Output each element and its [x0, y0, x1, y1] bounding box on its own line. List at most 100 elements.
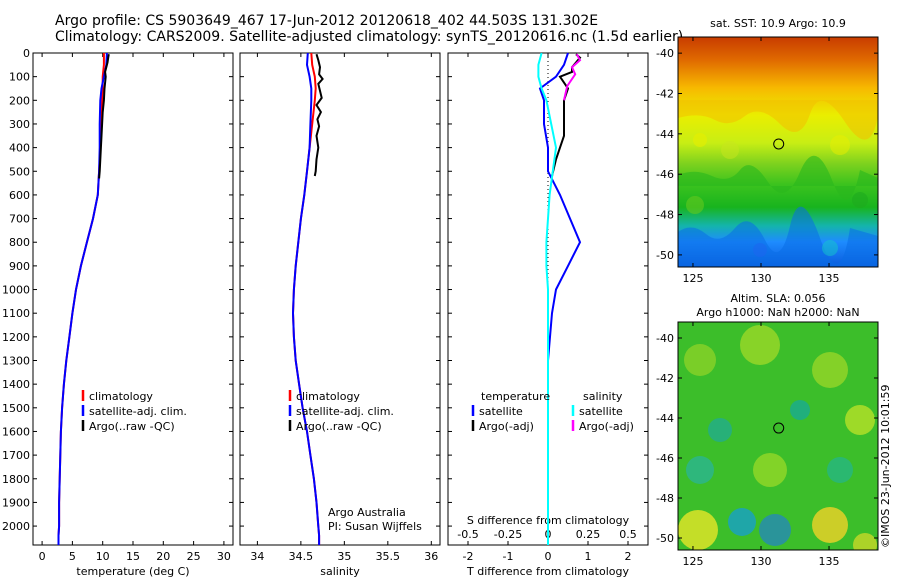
map-x-tick-label: 125 [682, 272, 703, 285]
map-x-tick-label: 125 [682, 555, 703, 568]
map-x-tick-label: 130 [750, 272, 771, 285]
salinity-panel: 34 34.5 35 35.5 36 salinity climatology satelli… [239, 52, 441, 578]
map-x-tick-label: 130 [750, 555, 771, 568]
y-tick-label: 1000 [2, 284, 30, 297]
x-tick-label: 35 [337, 550, 351, 563]
series-line-salinity-argo-adj- [563, 53, 582, 101]
x-tick-label: 0 [545, 550, 552, 563]
x-axis-label: T difference from climatology [466, 565, 629, 578]
series-line-satellite-adj-clim- [57, 52, 108, 545]
series-line-argo-raw-qc- [98, 54, 110, 179]
s-tick-label: -0.25 [494, 528, 522, 541]
legend-title: salinity [583, 390, 623, 403]
sla-map-title-line2: Argo h1000: NaN h2000: NaN [696, 306, 859, 319]
y-tick-label: 2000 [2, 520, 30, 533]
legend-label: satellite-adj. clim. [89, 405, 187, 418]
y-tick-label: 1700 [2, 449, 30, 462]
s-tick-label: 0.5 [619, 528, 637, 541]
legend-label: Argo(-adj) [479, 420, 534, 433]
temperature-plot-frame [32, 52, 234, 546]
x-tick-label: 2 [625, 550, 632, 563]
y-tick-label: 900 [9, 260, 30, 273]
y-tick-label: 500 [9, 165, 30, 178]
x-tick-label: 34 [250, 550, 264, 563]
y-tick-label: 200 [9, 94, 30, 107]
x-tick-label: 0 [39, 550, 46, 563]
map-y-tick-label: -46 [656, 168, 674, 181]
sst-map-image [678, 37, 878, 267]
y-tick-label: 800 [9, 236, 30, 249]
figure-title-line1: Argo profile: CS 5903649_467 17-Jun-2012… [55, 13, 599, 29]
x-tick-label: 34.5 [289, 550, 314, 563]
x-tick-label: 25 [187, 550, 201, 563]
map-x-tick-label: 135 [819, 555, 840, 568]
y-tick-label: 0 [23, 47, 30, 60]
legend-label: Argo(..raw -QC) [296, 420, 382, 433]
temperature-panel: 0100200300400500600700800900100011001200… [2, 47, 234, 578]
map-y-tick-label: -40 [656, 47, 674, 60]
y-tick-label: 1900 [2, 496, 30, 509]
sla-map-title-line1: Altim. SLA: 0.056 [730, 292, 825, 305]
y-tick-label: 1500 [2, 402, 30, 415]
x-tick-label: 30 [217, 550, 231, 563]
map-y-tick-label: -44 [656, 412, 674, 425]
y-tick-label: 1600 [2, 425, 30, 438]
x-tick-label: 10 [96, 550, 110, 563]
legend-label: satellite-adj. clim. [296, 405, 394, 418]
x-tick-label: 1 [585, 550, 592, 563]
x-tick-label: 35.5 [376, 550, 401, 563]
map-y-tick-label: -48 [656, 492, 674, 505]
map-y-tick-label: -46 [656, 452, 674, 465]
y-tick-label: 600 [9, 189, 30, 202]
series-line-satellite-adj-clim- [291, 52, 321, 545]
difference-panel: -2 -1 0 1 2 T difference from climatology -0.5… [447, 52, 649, 578]
map-x-tick-label: 135 [819, 272, 840, 285]
sla-map-image [678, 322, 878, 550]
salinity-plot-frame [239, 52, 441, 546]
legend-label: climatology [296, 390, 360, 403]
y-tick-label: 700 [9, 213, 30, 226]
x-tick-label: -1 [503, 550, 514, 563]
y-tick-label: 1400 [2, 378, 30, 391]
map-y-tick-label: -40 [656, 332, 674, 345]
legend-label: satellite [579, 405, 623, 418]
imos-timestamp: ©IMOS 23-Jun-2012 10:01:59 [879, 384, 892, 548]
legend-label: satellite [479, 405, 523, 418]
figure-title-line2: Climatology: CARS2009. Satellite-adjuste… [55, 29, 684, 45]
s-tick-label: 0.25 [576, 528, 601, 541]
y-tick-label: 1300 [2, 355, 30, 368]
y-tick-label: 300 [9, 118, 30, 131]
legend-label: Argo(..raw -QC) [89, 420, 175, 433]
y-tick-label: 1200 [2, 331, 30, 344]
sla-argo-location-marker [773, 422, 785, 434]
sla-map-panel: Altim. SLA: 0.056 Argo h1000: NaN h2000:… [656, 292, 879, 568]
x-tick-label: -2 [463, 550, 474, 563]
sst-map-title: sat. SST: 10.9 Argo: 10.9 [710, 17, 846, 30]
legend-title: temperature [481, 390, 550, 403]
y-tick-label: 1800 [2, 473, 30, 486]
x-axis-label: temperature (deg C) [76, 565, 189, 578]
annotation-text: PI: Susan Wijffels [328, 520, 422, 533]
map-y-tick-label: -48 [656, 209, 674, 222]
sst-argo-location-marker [773, 138, 785, 150]
map-y-tick-label: -42 [656, 87, 674, 100]
series-line-salinity-satellite [537, 52, 558, 545]
legend-label: climatology [89, 390, 153, 403]
y-tick-label: 100 [9, 71, 30, 84]
y-tick-label: 1100 [2, 307, 30, 320]
x-tick-label: 15 [126, 550, 140, 563]
x-tick-label: 36 [424, 550, 438, 563]
map-y-tick-label: -50 [656, 532, 674, 545]
map-y-tick-label: -50 [656, 249, 674, 262]
s-tick-label: -0.5 [457, 528, 478, 541]
series-line-argo-raw-qc- [313, 53, 324, 177]
map-y-tick-label: -42 [656, 372, 674, 385]
legend-label: Argo(-adj) [579, 420, 634, 433]
x-tick-label: 20 [156, 550, 170, 563]
annotation-text: Argo Australia [328, 506, 406, 519]
map-y-tick-label: -44 [656, 128, 674, 141]
x-axis-label: salinity [320, 565, 360, 578]
y-tick-label: 400 [9, 142, 30, 155]
sst-map-panel: sat. SST: 10.9 Argo: 10.9 125 130 135 -40 -4… [656, 17, 879, 285]
